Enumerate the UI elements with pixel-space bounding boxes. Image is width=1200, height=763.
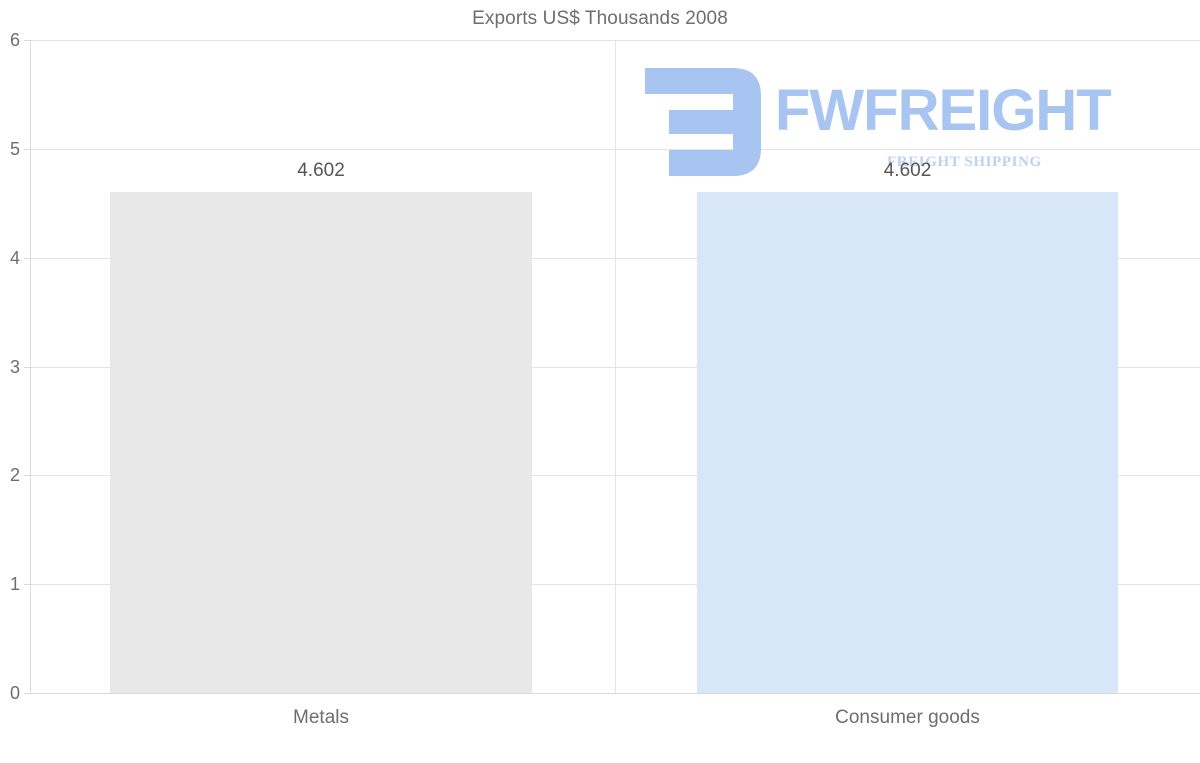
y-tick-mark-6 <box>24 40 31 41</box>
bar-consumer-goods[interactable] <box>697 192 1118 693</box>
y-tick-label-1: 1 <box>9 574 20 594</box>
y-tick-mark-5 <box>24 149 31 150</box>
y-tick-label-5: 5 <box>9 139 20 159</box>
plot-area <box>30 40 1200 693</box>
y-tick-mark-4 <box>24 258 31 259</box>
y-tick-mark-1 <box>24 584 31 585</box>
y-tick-label-6: 6 <box>9 30 20 50</box>
chart-title: Exports US$ Thousands 2008 <box>472 8 728 29</box>
y-tick-label-4: 4 <box>9 248 20 268</box>
y-tick-label-2: 2 <box>9 465 20 485</box>
bar-value-label-consumer-goods: 4.602 <box>883 160 932 181</box>
bar-value-label-metals: 4.602 <box>297 160 345 181</box>
y-tick-mark-2 <box>24 475 31 476</box>
x-axis-category-label-consumer-goods: Consumer goods <box>835 707 980 728</box>
y-tick-mark-3 <box>24 367 31 368</box>
y-tick-label-0: 0 <box>9 683 20 703</box>
y-tick-label-3: 3 <box>9 357 20 377</box>
x-axis-line <box>30 693 1200 694</box>
y-tick-mark-0 <box>24 693 31 694</box>
bar-metals[interactable] <box>110 192 532 693</box>
x-axis-category-label-metals: Metals <box>293 707 349 728</box>
gridline-vertical-category-divider <box>615 40 616 693</box>
y-axis-line <box>30 40 31 693</box>
